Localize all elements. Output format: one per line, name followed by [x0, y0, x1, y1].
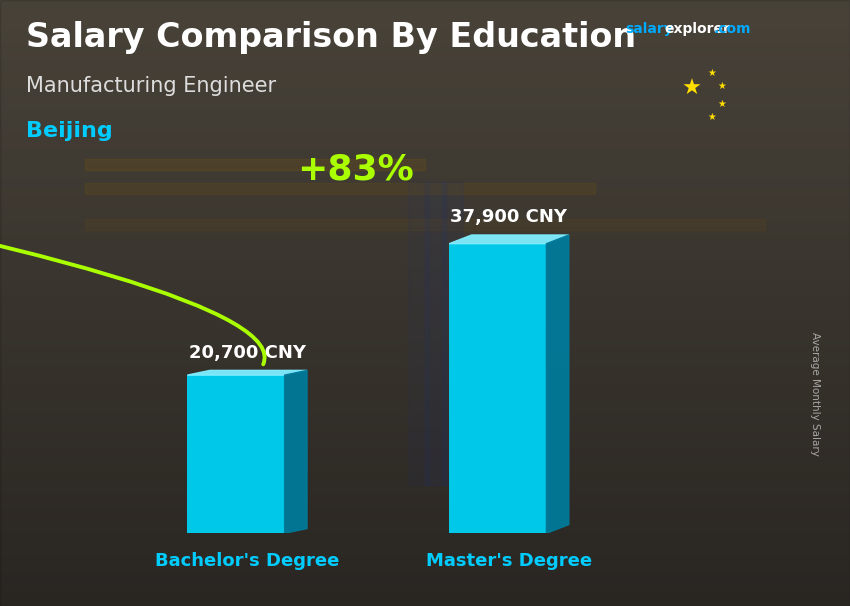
Text: Salary Comparison By Education: Salary Comparison By Education: [26, 21, 636, 54]
Polygon shape: [285, 370, 307, 533]
Text: Average Monthly Salary: Average Monthly Salary: [810, 332, 820, 456]
Text: ★: ★: [682, 79, 702, 99]
Text: ★: ★: [707, 112, 716, 122]
Polygon shape: [449, 235, 569, 244]
Text: 37,900 CNY: 37,900 CNY: [450, 208, 568, 226]
Bar: [85, 159, 425, 170]
Text: Master's Degree: Master's Degree: [426, 551, 592, 570]
Text: 20,700 CNY: 20,700 CNY: [189, 344, 306, 362]
Text: ★: ★: [707, 68, 716, 78]
Bar: [449, 244, 547, 533]
Text: ★: ★: [717, 81, 726, 92]
Text: ★: ★: [717, 99, 726, 109]
Bar: [85, 219, 765, 230]
Text: Bachelor's Degree: Bachelor's Degree: [155, 551, 339, 570]
Bar: [442, 182, 463, 485]
Bar: [425, 182, 446, 485]
Bar: [408, 182, 429, 485]
Text: Manufacturing Engineer: Manufacturing Engineer: [26, 76, 275, 96]
Polygon shape: [187, 370, 307, 375]
Text: +83%: +83%: [298, 152, 414, 187]
Text: .com: .com: [714, 22, 751, 36]
Polygon shape: [547, 235, 569, 533]
Bar: [187, 375, 285, 533]
Bar: [85, 183, 595, 194]
Text: explorer: explorer: [665, 22, 730, 36]
Text: salary: salary: [625, 22, 672, 36]
Text: Beijing: Beijing: [26, 121, 112, 141]
